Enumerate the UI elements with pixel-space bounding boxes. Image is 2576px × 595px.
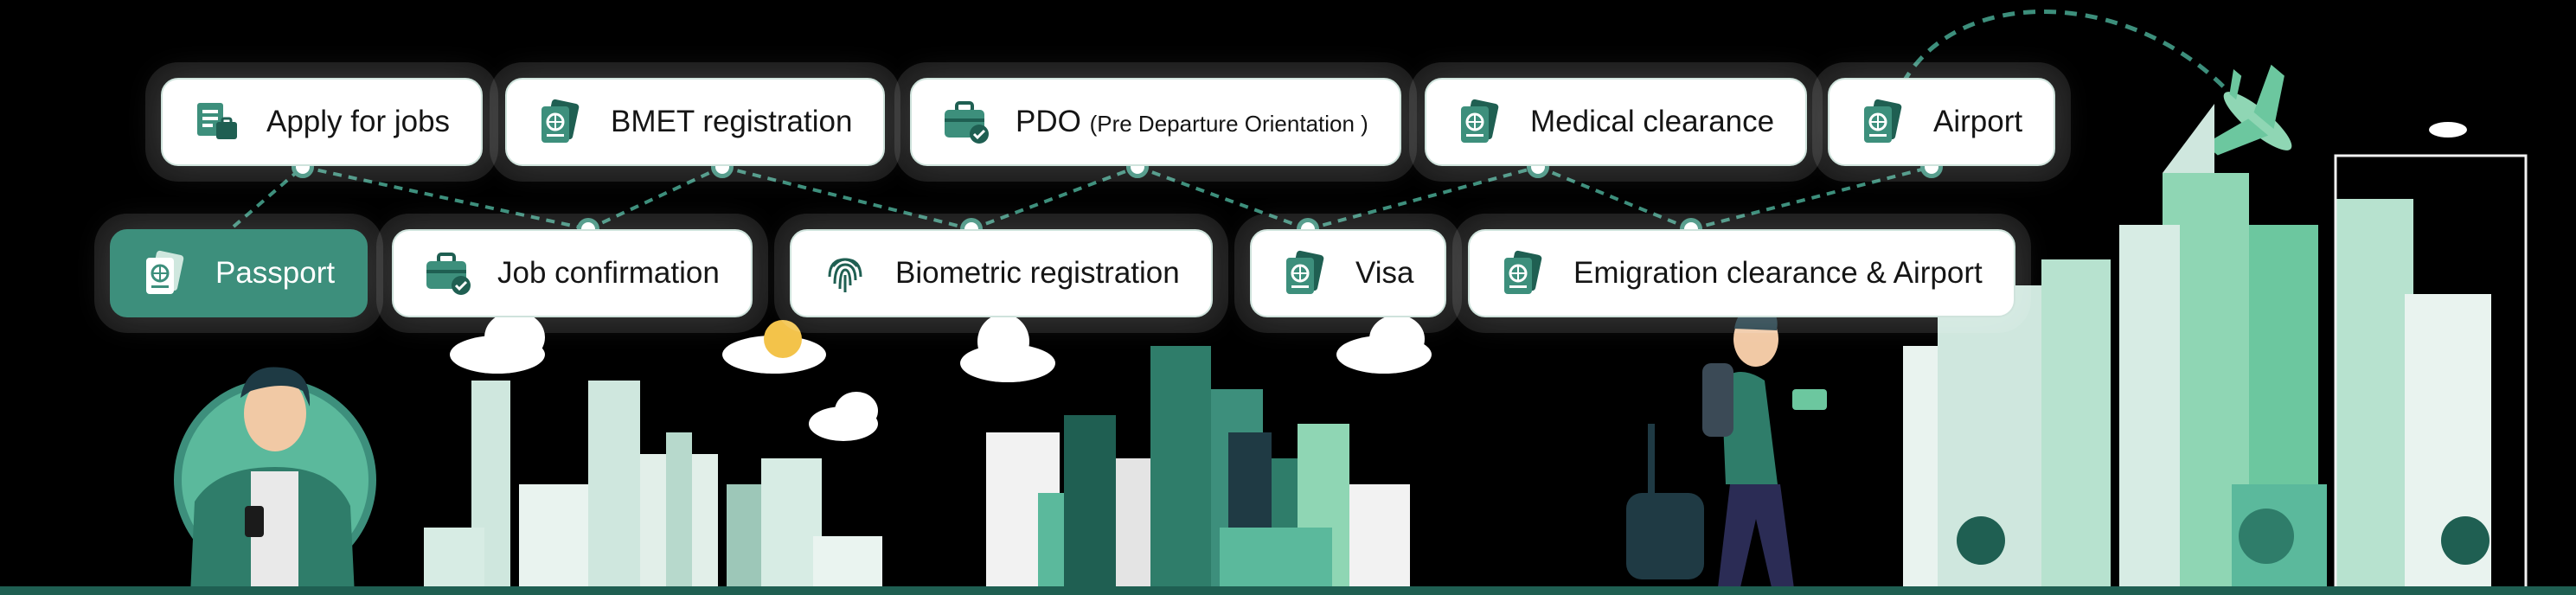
traveler-with-luggage xyxy=(1626,306,1827,595)
step-label-small: (Pre Departure Orientation ) xyxy=(1089,111,1368,137)
connector-lines xyxy=(232,165,1932,231)
fingerprint-icon xyxy=(819,247,871,299)
step-label: Visa xyxy=(1355,256,1414,290)
cloud-group xyxy=(450,122,2467,441)
passport-icon xyxy=(139,247,191,299)
step-label: Apply for jobs xyxy=(266,105,451,138)
clipboard-icon xyxy=(190,96,242,148)
sun-icon xyxy=(764,320,802,358)
step-label: BMET registration xyxy=(611,105,853,138)
step-visa[interactable]: Visa xyxy=(1250,229,1447,317)
step-label: Airport xyxy=(1933,105,2023,138)
step-biometric-registration[interactable]: Biometric registration xyxy=(790,229,1213,317)
step-passport[interactable]: Passport xyxy=(110,229,368,317)
step-bmet-registration[interactable]: BMET registration xyxy=(505,78,886,166)
middle-city-buildings xyxy=(986,346,1410,595)
briefcase-check-icon xyxy=(421,247,473,299)
passport-icon xyxy=(1279,247,1331,299)
step-airport[interactable]: Airport xyxy=(1828,78,2056,166)
step-pdo[interactable]: PDO (Pre Departure Orientation ) xyxy=(910,78,1401,166)
step-label-main: PDO xyxy=(1016,105,1081,138)
step-label: PDO (Pre Departure Orientation ) xyxy=(1016,105,1368,139)
flight-path xyxy=(1892,10,2233,103)
passport-icon xyxy=(1857,96,1909,148)
passport-icon xyxy=(1454,96,1506,148)
passport-icon xyxy=(535,96,586,148)
airplane-icon xyxy=(2204,64,2292,156)
briefcase-check-icon xyxy=(939,96,991,148)
step-label: Medical clearance xyxy=(1530,105,1775,138)
step-emigration-clearance-airport[interactable]: Emigration clearance & Airport xyxy=(1468,229,2015,317)
step-label: Emigration clearance & Airport xyxy=(1573,256,1983,290)
step-label: Passport xyxy=(215,256,336,290)
connector-dot xyxy=(292,156,314,178)
passport-icon xyxy=(1497,247,1549,299)
step-apply-for-jobs[interactable]: Apply for jobs xyxy=(161,78,484,166)
person-with-phone xyxy=(174,367,376,595)
step-label: Job confirmation xyxy=(497,256,720,290)
right-city-buildings xyxy=(1903,104,2528,595)
step-medical-clearance[interactable]: Medical clearance xyxy=(1425,78,1808,166)
ground-line xyxy=(0,586,2576,595)
left-city-buildings xyxy=(424,381,882,595)
step-job-confirmation[interactable]: Job confirmation xyxy=(392,229,753,317)
step-label: Biometric registration xyxy=(895,256,1180,290)
